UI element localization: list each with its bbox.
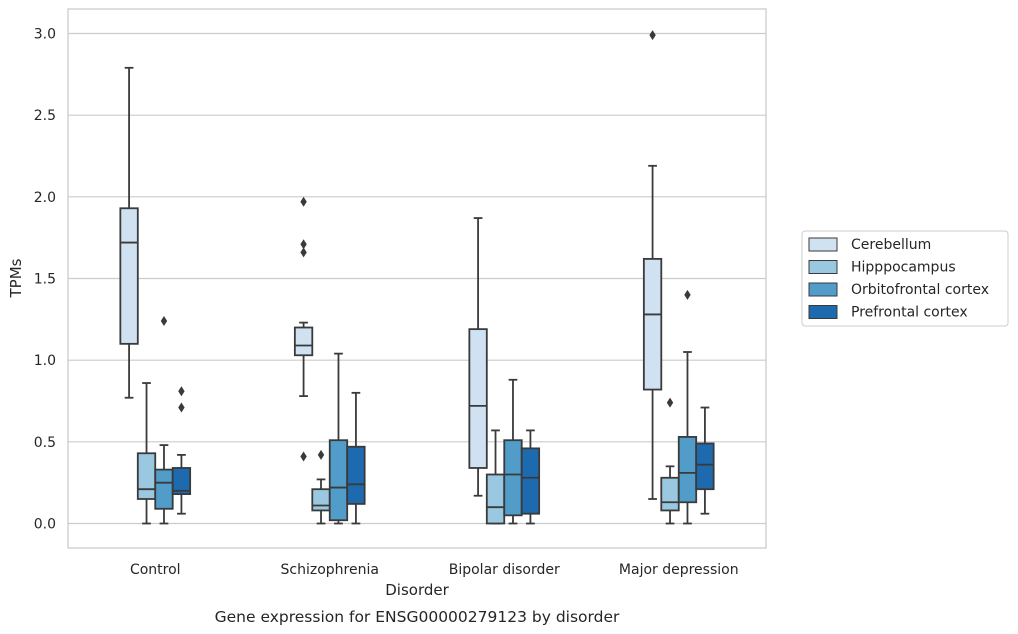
- chart-caption: Gene expression for ENSG00000279123 by d…: [215, 608, 620, 626]
- x-axis-label: Disorder: [385, 581, 449, 599]
- outlier-point: [317, 449, 325, 460]
- y-tick-labels: 0.0 0.5 1.0 1.5 2.0 2.5 3.0: [34, 27, 56, 533]
- box: [171, 467, 192, 496]
- box-plot: [311, 449, 331, 525]
- legend-label: Cerebellum: [851, 237, 931, 253]
- box-plot: [171, 386, 192, 515]
- legend-swatch: [808, 260, 838, 274]
- box: [642, 257, 663, 391]
- box-plot: [503, 378, 523, 525]
- x-tick-label: Bipolar disorder: [449, 562, 560, 578]
- legend: Cerebellum Hipppocampus Orbitofrontal cort…: [801, 230, 1009, 327]
- outlier-point: [300, 451, 307, 462]
- y-tick-label: 0.0: [34, 517, 56, 533]
- outlier-point: [666, 397, 674, 408]
- gridlines: [68, 32, 766, 525]
- box-plot: [293, 196, 314, 462]
- legend-label: Orbitofrontal cortex: [851, 282, 989, 298]
- box: [154, 468, 174, 510]
- legend-label: Hipppocampus: [851, 260, 956, 276]
- box-plot: [520, 429, 541, 525]
- y-tick-label: 1.0: [34, 353, 56, 369]
- y-tick-label: 1.5: [34, 272, 56, 288]
- y-axis-label: TPMs: [7, 258, 25, 298]
- legend-swatch: [808, 305, 838, 319]
- outlier-point: [649, 30, 656, 41]
- box: [311, 488, 331, 512]
- box: [293, 326, 314, 357]
- y-tick-label: 3.0: [34, 27, 56, 43]
- box-plot: [346, 391, 366, 525]
- box-plot: [154, 315, 174, 525]
- outlier-point: [178, 386, 185, 397]
- box: [677, 436, 698, 504]
- outlier-point: [300, 247, 307, 258]
- box: [468, 328, 488, 469]
- y-tick-label: 0.5: [34, 435, 56, 451]
- legend-label: Prefrontal cortex: [851, 305, 968, 321]
- outlier-point: [160, 315, 168, 326]
- box-plot: [695, 406, 715, 515]
- legend-swatch: [808, 237, 838, 252]
- box: [503, 439, 523, 517]
- box: [346, 445, 366, 505]
- box-plot: [468, 217, 488, 497]
- x-tick-labels: Control Schizophrenia Bipolar disorder Majo…: [130, 562, 739, 578]
- box: [485, 473, 506, 525]
- box: [660, 476, 680, 512]
- x-tick-label: Major depression: [619, 562, 739, 578]
- box-plot: [328, 352, 349, 525]
- box: [695, 442, 715, 491]
- x-tick-label: Control: [130, 562, 181, 578]
- legend-frame: [801, 230, 1009, 327]
- box: [136, 452, 157, 500]
- outlier-point: [178, 402, 185, 413]
- box: [328, 439, 349, 522]
- boxes: [119, 30, 715, 525]
- legend-swatch: [808, 282, 838, 297]
- y-tick-label: 2.0: [34, 190, 56, 206]
- x-tick-label: Schizophrenia: [281, 562, 379, 578]
- outlier-point: [684, 289, 691, 300]
- box-plot: [642, 30, 663, 500]
- box: [119, 207, 139, 345]
- y-tick-label: 2.5: [34, 108, 56, 124]
- box: [520, 447, 541, 515]
- outlier-point: [300, 239, 307, 250]
- box-plot: [119, 66, 139, 399]
- outlier-point: [300, 196, 307, 207]
